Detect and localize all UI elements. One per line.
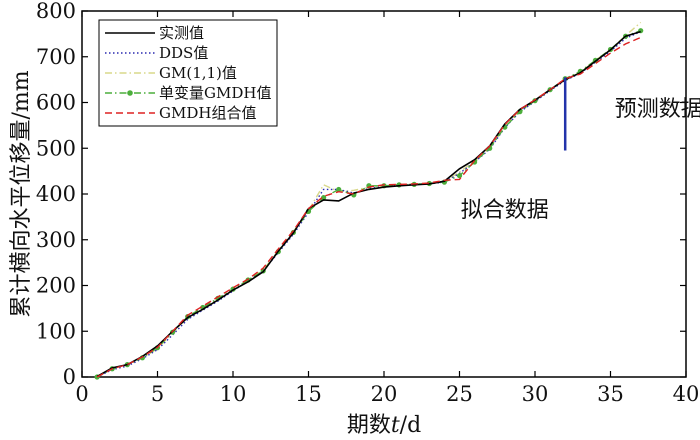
x-tick-label: 10 [220,382,247,406]
y-tick-label: 100 [36,319,76,343]
legend-label-3: 单变量GMDH值 [159,84,271,102]
series-marker [336,186,342,193]
y-tick-label: 400 [36,182,76,206]
y-tick-label: 0 [63,365,76,389]
x-tick-label: 0 [75,382,88,406]
x-axis-title-main: 期数 [347,413,391,438]
series-layer [94,21,644,380]
legend-label-2: GM(1,1)值 [159,64,237,82]
y-tick-label: 800 [36,0,76,23]
x-tick-label: 25 [446,382,473,406]
x-tick-label: 35 [597,382,624,406]
y-tick-label: 700 [36,45,76,69]
y-tick-label: 500 [36,136,76,160]
annotations: 拟合数据 预测数据 [461,97,700,223]
x-axis-title: 期数t/d [347,413,421,438]
series-marker [321,195,327,201]
x-tick-label: 20 [371,382,398,406]
legend-label-0: 实测值 [159,24,204,42]
ticks: 0 5 10 15 20 25 30 35 40010020030040050060070080… [36,0,699,406]
legend-box [98,19,278,127]
legend-label-1: DDS值 [159,44,208,62]
annotation-0: 拟合数据 [461,198,549,223]
y-tick-label: 200 [36,274,76,298]
y-tick-label: 300 [36,228,76,252]
y-tick-label: 600 [36,91,76,115]
x-axis-title-unit: /d [400,413,422,438]
series-line-4 [96,36,641,378]
x-axis-title-var: t [391,413,400,438]
legend-label-4: GMDH组合值 [159,104,256,122]
y-axis-title: 累计横向水平位移量/mm [9,70,34,317]
annotation-1: 预测数据 [615,97,700,122]
legend-marker [127,90,133,96]
x-tick-label: 15 [295,382,322,406]
x-tick-label: 5 [151,382,164,406]
x-tick-label: 30 [522,382,549,406]
series-marker [456,173,463,179]
x-tick-label: 40 [673,382,700,406]
